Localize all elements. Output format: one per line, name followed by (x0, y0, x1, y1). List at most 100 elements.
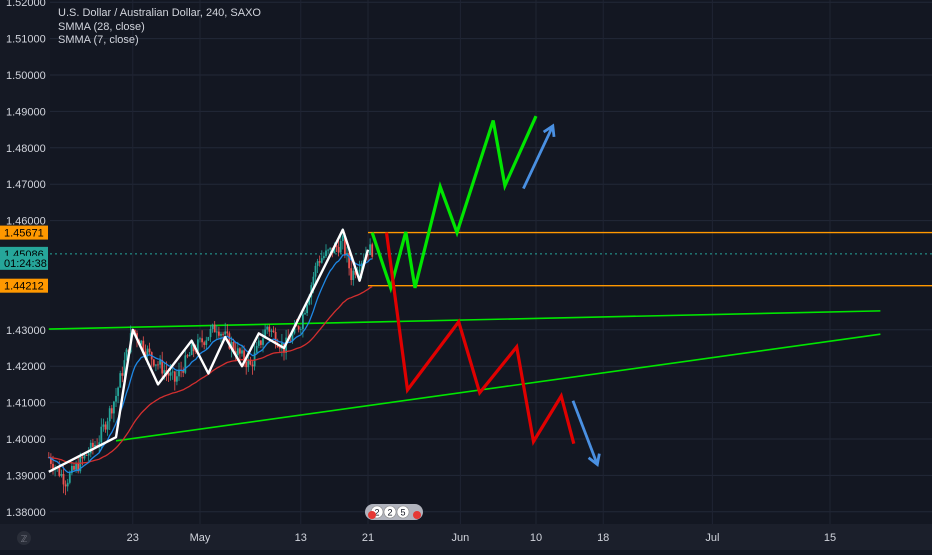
candle-body (289, 340, 292, 342)
candle-body (243, 350, 245, 362)
candle-body (110, 408, 113, 414)
price-tag (0, 225, 48, 240)
x-tick-label: 21 (362, 532, 374, 544)
candle-body (161, 359, 164, 374)
candle-body (167, 372, 170, 376)
candle-body (249, 360, 252, 365)
candle-body (228, 333, 231, 349)
candle-body (239, 348, 241, 354)
candle-body (163, 370, 166, 374)
candle-body (339, 241, 342, 253)
wave-pattern-line (48, 228, 370, 473)
candle-body (241, 350, 243, 354)
x-tick-label: May (190, 532, 211, 544)
candle-body (140, 340, 143, 345)
candle-body (232, 342, 235, 352)
price-tag-label: 1.45671 (4, 228, 44, 240)
candle-body (222, 333, 224, 335)
candle-body (230, 342, 233, 349)
candle-body (96, 444, 98, 446)
candle-body (171, 371, 174, 373)
candle-body (106, 421, 109, 430)
candle-body (176, 376, 178, 382)
candle-body (104, 424, 107, 430)
candle-body (323, 256, 325, 259)
x-tick-label: 23 (127, 532, 139, 544)
candle-body (73, 465, 75, 470)
smma-7-line (48, 253, 373, 474)
candle-body (89, 442, 92, 454)
candle-body (125, 349, 128, 361)
price-tag (0, 255, 48, 270)
x-tick-label: 15 (824, 532, 836, 544)
event-badge-label: 5 (400, 508, 405, 518)
candle-body (83, 455, 86, 459)
candle-body (371, 244, 374, 257)
candle-body (121, 373, 124, 376)
y-tick-label: 1.47000 (6, 179, 46, 191)
candle-body (218, 331, 220, 336)
projection-bearish (384, 232, 576, 446)
candle-body (302, 314, 304, 329)
price-tag-label: 1.44212 (4, 281, 44, 293)
candle-body (60, 474, 63, 476)
candle-body (348, 252, 350, 269)
candle-body (98, 442, 101, 446)
y-tick-label: 1.40000 (6, 434, 46, 446)
candle-body (297, 326, 300, 330)
candle-body (266, 326, 269, 330)
y-tick-label: 1.39000 (6, 470, 46, 482)
candle-body (113, 401, 115, 414)
candle-body (117, 387, 119, 396)
candle-body (335, 245, 338, 248)
candle-body (226, 331, 229, 334)
candle-body (327, 249, 329, 251)
candle-body (350, 268, 353, 281)
candle-body (341, 235, 344, 242)
candle-body (66, 482, 69, 487)
candle-body (184, 355, 187, 373)
candle-body (354, 270, 357, 275)
candle-body (102, 424, 105, 427)
trendline-lower (115, 333, 881, 442)
projection-bullish (370, 115, 538, 294)
y-tick-label: 1.46000 (6, 216, 46, 228)
candle-body (194, 351, 197, 352)
candle-body (71, 465, 73, 474)
candle-body (94, 444, 96, 447)
candle-body (169, 372, 172, 376)
x-tick-label: Jul (705, 532, 719, 544)
candle-body (236, 348, 239, 356)
candle-body (346, 252, 348, 255)
candle-body (264, 329, 266, 339)
y-tick-label: 1.48000 (6, 143, 46, 155)
candle-body (199, 338, 201, 340)
legend-indicator-1: SMMA (28, close) (58, 20, 145, 33)
candle-body (178, 369, 180, 377)
flag-icon (413, 511, 421, 519)
candle-body (270, 330, 273, 332)
candle-body (312, 276, 315, 286)
candle-body (201, 338, 203, 343)
candle-body (148, 348, 151, 353)
y-tick-label: 1.42000 (6, 361, 46, 373)
candle-body (159, 359, 161, 365)
candle-body (100, 426, 103, 443)
legend-indicator-2: SMMA (7, close) (58, 34, 139, 46)
candle-body (186, 355, 189, 357)
price-tag-label: 01:24:38 (4, 258, 47, 270)
candle-body (220, 333, 222, 336)
flag-icon (368, 511, 376, 519)
candle-body (203, 342, 206, 345)
brand-logo (17, 531, 31, 545)
candle-body (369, 244, 371, 256)
chart-title: U.S. Dollar / Australian Dollar, 240, SA… (58, 7, 261, 19)
candle-body (92, 442, 94, 447)
y-tick-label: 1.51000 (6, 34, 46, 46)
arrow-down-shaft (571, 400, 599, 465)
candle-body (146, 348, 149, 357)
candle-body (192, 344, 195, 352)
candle-body (77, 463, 80, 472)
